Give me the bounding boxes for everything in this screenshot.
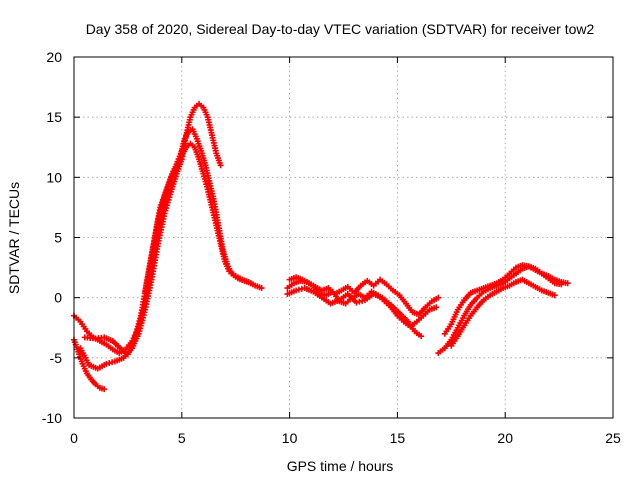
x-tick-label: 20: [497, 430, 513, 446]
data-series: [284, 285, 425, 340]
data-point-marker: [418, 333, 425, 340]
tick-label-layer: 0 5 10 15 20 25 -10 -5 0 5 10 15 20: [42, 49, 621, 446]
y-tick-label: -5: [50, 350, 63, 366]
y-tick-label: -10: [42, 410, 62, 426]
y-tick-label: 20: [46, 49, 62, 65]
data-point-marker: [293, 287, 300, 294]
data-series: [448, 276, 558, 349]
data-point-marker: [433, 304, 440, 311]
x-tick-label: 25: [605, 430, 621, 446]
data-point-marker: [356, 298, 363, 305]
axes-layer: [73, 56, 614, 419]
data-point-marker: [558, 281, 565, 288]
data-point-marker: [109, 359, 116, 366]
series-line: [83, 128, 252, 356]
data-point-marker: [295, 286, 302, 293]
y-tick-label: 10: [46, 169, 62, 185]
series-line: [73, 149, 183, 355]
data-point-marker: [101, 386, 108, 393]
chart-title: Day 358 of 2020, Sidereal Day-to-day VTE…: [86, 21, 595, 37]
x-tick-label: 0: [70, 430, 78, 446]
data-layer: [71, 100, 571, 393]
data-point-marker: [435, 294, 442, 301]
y-tick-label: 0: [54, 290, 62, 306]
x-axis-label: GPS time / hours: [287, 458, 394, 474]
x-tick-label: 5: [178, 430, 186, 446]
data-point-marker: [106, 360, 113, 367]
y-tick-label: 15: [46, 109, 62, 125]
x-tick-label: 15: [390, 430, 406, 446]
data-point-marker: [258, 285, 265, 292]
data-series: [286, 274, 442, 318]
grid-layer: [74, 57, 613, 418]
data-series: [77, 100, 224, 372]
y-axis-label: SDTVAR / TECUs: [6, 182, 22, 294]
data-series: [71, 336, 108, 393]
data-point-marker: [298, 285, 305, 292]
data-point-marker: [551, 292, 558, 299]
data-series: [441, 262, 565, 337]
data-point-marker: [353, 299, 360, 306]
x-tick-label: 10: [282, 430, 298, 446]
data-point-marker: [359, 297, 366, 304]
data-point-marker: [564, 280, 571, 287]
y-tick-label: 5: [54, 230, 62, 246]
data-series: [81, 126, 254, 358]
data-series: [142, 140, 265, 295]
data-point-marker: [217, 162, 224, 169]
data-point-marker: [103, 360, 110, 367]
